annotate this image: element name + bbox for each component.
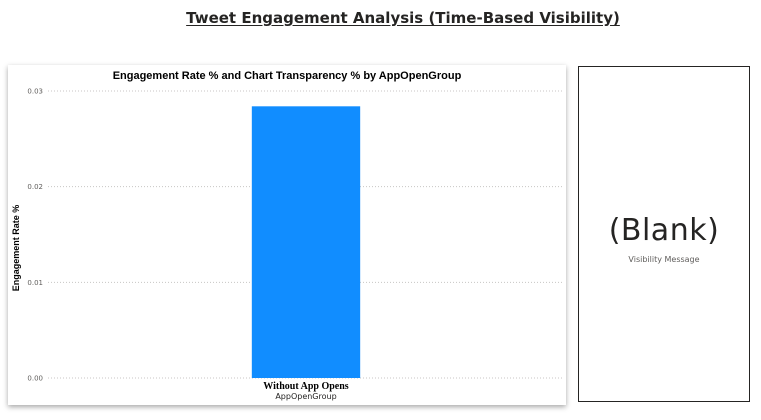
y-axis-ticks: 0.00 0.01 0.02 0.03 bbox=[27, 88, 43, 383]
x-axis-categories: Without App Opens bbox=[263, 381, 349, 392]
bars bbox=[251, 106, 361, 378]
bar-chart-svg: Engagement Rate % and Chart Transparency… bbox=[11, 70, 564, 401]
y-tick-label: 0.02 bbox=[27, 183, 43, 191]
y-tick-label: 0.00 bbox=[27, 375, 43, 383]
visibility-card[interactable]: (Blank) Visibility Message bbox=[578, 66, 750, 402]
bar-chart-visual[interactable]: Engagement Rate % and Chart Transparency… bbox=[8, 65, 566, 405]
y-tick-label: 0.01 bbox=[27, 279, 43, 287]
card-label: Visibility Message bbox=[628, 255, 700, 264]
y-axis-title: Engagement Rate % bbox=[11, 205, 21, 292]
x-category-label: Without App Opens bbox=[263, 381, 349, 392]
x-axis-title: AppOpenGroup bbox=[275, 392, 336, 401]
y-tick-label: 0.03 bbox=[27, 88, 43, 96]
card-value: (Blank) bbox=[608, 213, 720, 248]
bar-without-app-opens[interactable] bbox=[251, 106, 361, 378]
report-title: Tweet Engagement Analysis (Time-Based Vi… bbox=[186, 9, 620, 27]
chart-title: Engagement Rate % and Chart Transparency… bbox=[113, 70, 462, 82]
